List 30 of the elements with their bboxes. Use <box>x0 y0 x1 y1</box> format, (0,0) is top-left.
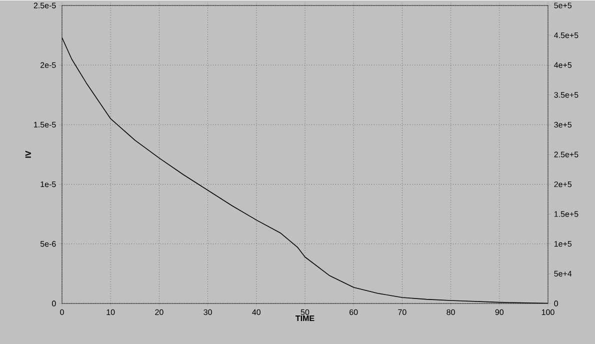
y2-tick-label: 3.5e+5 <box>554 92 578 98</box>
y2-tick-label: 4.5e+5 <box>554 32 578 38</box>
x-tick-label: 60 <box>350 309 358 315</box>
y2-tick-label: 1e+5 <box>554 240 572 246</box>
x-tick-label: 0 <box>60 309 64 315</box>
y2-tick-label: 5e+5 <box>554 2 572 8</box>
y2-tick-label: 0 <box>554 300 558 306</box>
y-axis-title: IV <box>25 150 31 158</box>
x-tick-label: 90 <box>495 309 504 315</box>
x-tick-label: 80 <box>446 309 455 315</box>
y2-tick-label: 2e+5 <box>554 181 572 187</box>
x-tick-label: 40 <box>252 309 261 315</box>
x-axis-title: TIME <box>296 315 314 321</box>
x-tick-label: 70 <box>398 309 406 315</box>
y-tick-label: 0 <box>52 300 56 306</box>
y2-tick-label: 5e+4 <box>554 270 572 276</box>
y2-tick-label: 2.5e+5 <box>554 151 578 158</box>
y-tick-label: 2.5e-5 <box>34 2 56 8</box>
x-tick-label: 50 <box>300 309 310 315</box>
y2-tick-label: 4e+5 <box>554 62 572 68</box>
y-tick-label: 2e-5 <box>40 62 56 68</box>
y2-tick-label: 1.5e+5 <box>554 211 578 217</box>
y-tick-label: 1.5e-5 <box>34 122 56 128</box>
x-tick-label: 20 <box>155 309 164 315</box>
x-tick-label: 100 <box>542 309 554 315</box>
x-tick-label: 10 <box>106 309 115 315</box>
x-tick-label: 30 <box>204 309 212 315</box>
y-tick-label: 1e-5 <box>40 181 56 187</box>
y-tick-label: 5e-6 <box>40 240 56 246</box>
y2-tick-label: 3e+5 <box>554 122 572 128</box>
